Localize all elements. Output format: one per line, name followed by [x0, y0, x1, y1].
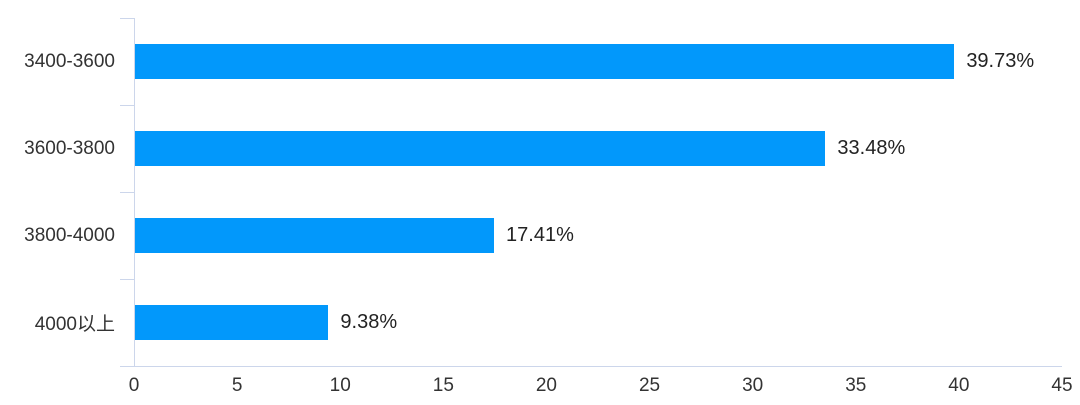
y-axis-tick	[120, 18, 134, 19]
value-label: 39.73%	[966, 50, 1035, 72]
y-axis-tick	[120, 279, 134, 280]
x-axis-tick-label: 15	[432, 375, 454, 396]
x-axis-tick-label: 30	[742, 375, 764, 396]
x-axis-tick-label: 25	[638, 375, 661, 396]
y-axis-tick	[120, 192, 134, 193]
y-axis-tick	[120, 105, 134, 106]
x-axis-tick-label: 35	[845, 375, 867, 396]
x-axis-tick-label: 20	[535, 375, 557, 396]
category-label: 3400-3600	[24, 50, 115, 72]
y-axis-tick	[120, 366, 134, 367]
x-axis-tick-label: 5	[231, 375, 243, 396]
x-axis-tick-label: 40	[948, 375, 970, 396]
bar	[135, 218, 495, 253]
x-axis-line	[134, 366, 1062, 367]
bar	[135, 44, 955, 79]
x-axis-tick-label: 45	[1051, 375, 1073, 396]
category-label: 3800-4000	[24, 224, 115, 246]
x-axis-tick-label: 10	[329, 375, 351, 396]
value-label: 33.48%	[837, 137, 906, 159]
category-label: 3600-3800	[24, 137, 115, 159]
x-axis-tick-label: 0	[128, 375, 140, 396]
value-label: 17.41%	[506, 224, 574, 246]
bar	[135, 131, 826, 166]
bar	[135, 305, 329, 340]
value-label: 9.38%	[340, 311, 398, 333]
y-axis-line	[134, 18, 135, 366]
category-label: 4000以上	[34, 314, 115, 335]
